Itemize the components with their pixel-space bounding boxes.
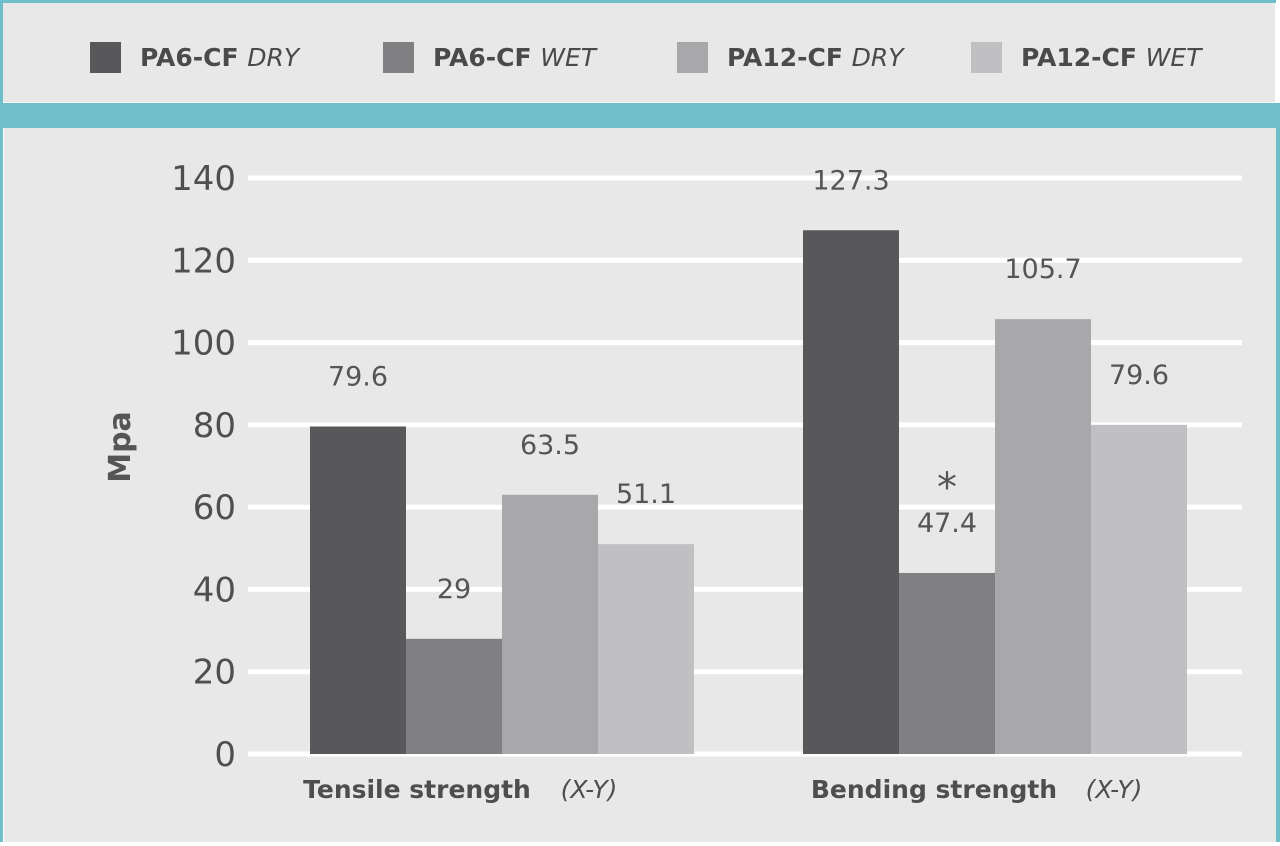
data-label-pa6-cf-wet-cat0: 29	[437, 574, 471, 605]
right-border	[1276, 103, 1280, 842]
data-label-pa12-cf-dry-cat0: 63.5	[520, 430, 580, 461]
legend-label-3: PA12-CF WET	[1021, 43, 1203, 72]
bar-pa12-cf-dry-cat0	[502, 494, 598, 754]
category-suffix-0: (X-Y)	[561, 775, 618, 804]
bar-pa6-cf-wet-cat1	[899, 572, 995, 754]
data-label-pa6-cf-dry-cat1: 127.3	[812, 165, 889, 196]
bar-pa12-cf-dry-cat1	[995, 319, 1091, 754]
legend-label-0: PA6-CF DRY	[140, 43, 301, 72]
y-tick-label-20: 20	[193, 653, 236, 693]
bar-pa12-cf-wet-cat0	[598, 544, 694, 754]
y-axis-label: Mpa	[103, 411, 138, 483]
data-labels: 79.6 127.3 29 47.4 63.5 105.7 51.1 79.6 *	[328, 165, 1169, 605]
legend-swatch-3	[971, 42, 1002, 73]
y-tick-label-100: 100	[171, 324, 236, 364]
accent-band	[0, 103, 1280, 128]
top-border	[0, 0, 1276, 3]
category-label-1: Bending strength	[811, 775, 1057, 804]
category-labels: Tensile strength (X-Y) Bending strength (X-…	[303, 775, 1142, 804]
bar-pa12-cf-wet-cat1	[1091, 424, 1187, 754]
left-border	[0, 0, 3, 842]
y-axis-ticks: 0 20 40 60 80 100 120 140	[171, 159, 236, 775]
data-label-pa12-cf-wet-cat1: 79.6	[1109, 360, 1169, 391]
category-label-0: Tensile strength	[303, 775, 531, 804]
legend-panel	[2, 2, 1275, 102]
y-tick-label-0: 0	[214, 735, 236, 775]
data-label-pa6-cf-wet-cat1: 47.4	[917, 508, 977, 539]
data-label-pa12-cf-wet-cat0: 51.1	[616, 479, 676, 510]
data-label-pa6-cf-dry-cat0: 79.6	[328, 362, 388, 393]
bar-pa6-cf-wet-cat0	[406, 638, 502, 754]
category-suffix-1: (X-Y)	[1086, 775, 1143, 804]
legend-swatch-0	[90, 42, 121, 73]
bars	[310, 230, 1187, 754]
y-tick-label-80: 80	[193, 406, 236, 446]
y-tick-label-60: 60	[193, 488, 236, 528]
legend: PA6-CF DRY PA6-CF WET PA12-CF DRY PA12-CF W…	[90, 42, 1203, 73]
data-label-pa12-cf-dry-cat1: 105.7	[1004, 254, 1081, 285]
bar-pa6-cf-dry-cat1	[803, 230, 899, 754]
legend-label-2: PA12-CF DRY	[727, 43, 905, 72]
y-tick-label-40: 40	[193, 570, 236, 610]
bar-pa6-cf-dry-cat0	[310, 426, 406, 754]
legend-label-1: PA6-CF WET	[433, 43, 598, 72]
legend-swatch-1	[383, 42, 414, 73]
y-tick-label-140: 140	[171, 159, 236, 199]
annotation-asterisk: *	[937, 465, 957, 511]
y-tick-label-120: 120	[171, 241, 236, 281]
legend-swatch-2	[677, 42, 708, 73]
